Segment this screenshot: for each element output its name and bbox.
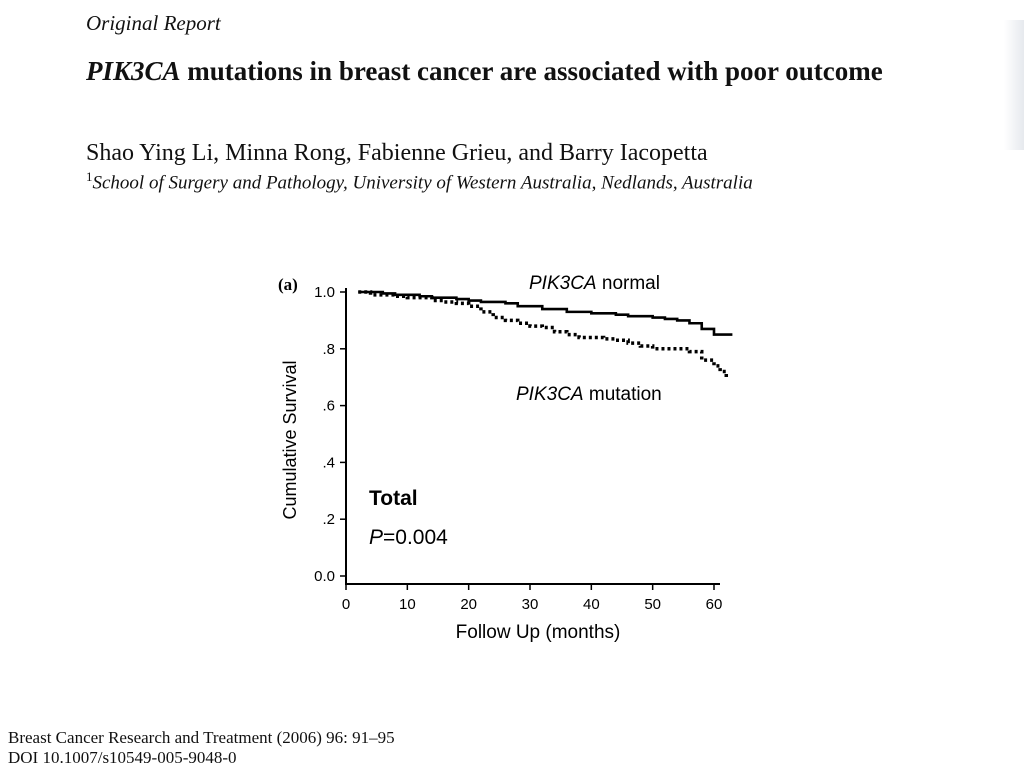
y-tick-label: .2 xyxy=(322,511,335,528)
legend-normal-rest: normal xyxy=(597,273,660,294)
title-rest: mutations in breast cancer are associate… xyxy=(180,56,883,86)
chart-ticks: 0 10 20 30 40 50 60 0.0 .2 .4 .6 .8 1.0 xyxy=(314,284,722,613)
x-tick-label: 60 xyxy=(706,596,723,613)
paper-title: PIK3CA mutations in breast cancer are as… xyxy=(86,56,883,87)
affiliation-text: School of Surgery and Pathology, Univers… xyxy=(92,172,753,194)
legend-mutation-rest: mutation xyxy=(584,384,662,405)
series-line-normal xyxy=(358,290,733,336)
annotation-title: Total xyxy=(369,487,418,510)
chart-series xyxy=(358,290,733,378)
journal-citation: Breast Cancer Research and Treatment (20… xyxy=(8,728,395,747)
x-tick-label: 40 xyxy=(583,596,600,613)
chart-axes xyxy=(345,288,720,585)
x-tick-label: 20 xyxy=(460,596,477,613)
x-tick-label: 30 xyxy=(522,596,539,613)
affiliation: 1School of Surgery and Pathology, Univer… xyxy=(86,169,753,194)
panel-label: (a) xyxy=(278,275,298,294)
title-gene: PIK3CA xyxy=(86,56,181,86)
x-tick-label: 10 xyxy=(399,596,416,613)
x-tick-label: 50 xyxy=(644,596,661,613)
legend-normal-gene: PIK3CA xyxy=(529,273,597,294)
y-axis-label: Cumulative Survival xyxy=(280,360,300,519)
x-tick-label: 0 xyxy=(342,596,350,613)
y-tick-label: .8 xyxy=(322,341,335,358)
x-axis-label: Follow Up (months) xyxy=(456,622,621,643)
y-tick-label: .4 xyxy=(322,454,335,471)
series-line-mutation xyxy=(358,290,729,378)
y-tick-label: .6 xyxy=(322,398,335,415)
affiliation-superscript: 1 xyxy=(86,169,93,184)
page-edge-shadow xyxy=(1004,20,1024,150)
legend-mutation: PIK3CA mutation xyxy=(516,384,662,405)
y-tick-label: 1.0 xyxy=(314,284,335,301)
p-value: =0.004 xyxy=(383,526,448,549)
y-tick-label: 0.0 xyxy=(314,568,335,585)
legend-mutation-gene: PIK3CA xyxy=(516,384,584,405)
report-type-label: Original Report xyxy=(86,11,221,35)
doi-line: DOI 10.1007/s10549-005-9048-0 xyxy=(8,748,237,767)
author-list: Shao Ying Li, Minna Rong, Fabienne Grieu… xyxy=(86,140,708,166)
annotation-p-value: P=0.004 xyxy=(369,526,448,549)
legend-normal: PIK3CA normal xyxy=(529,273,660,294)
p-symbol: P xyxy=(369,526,383,549)
